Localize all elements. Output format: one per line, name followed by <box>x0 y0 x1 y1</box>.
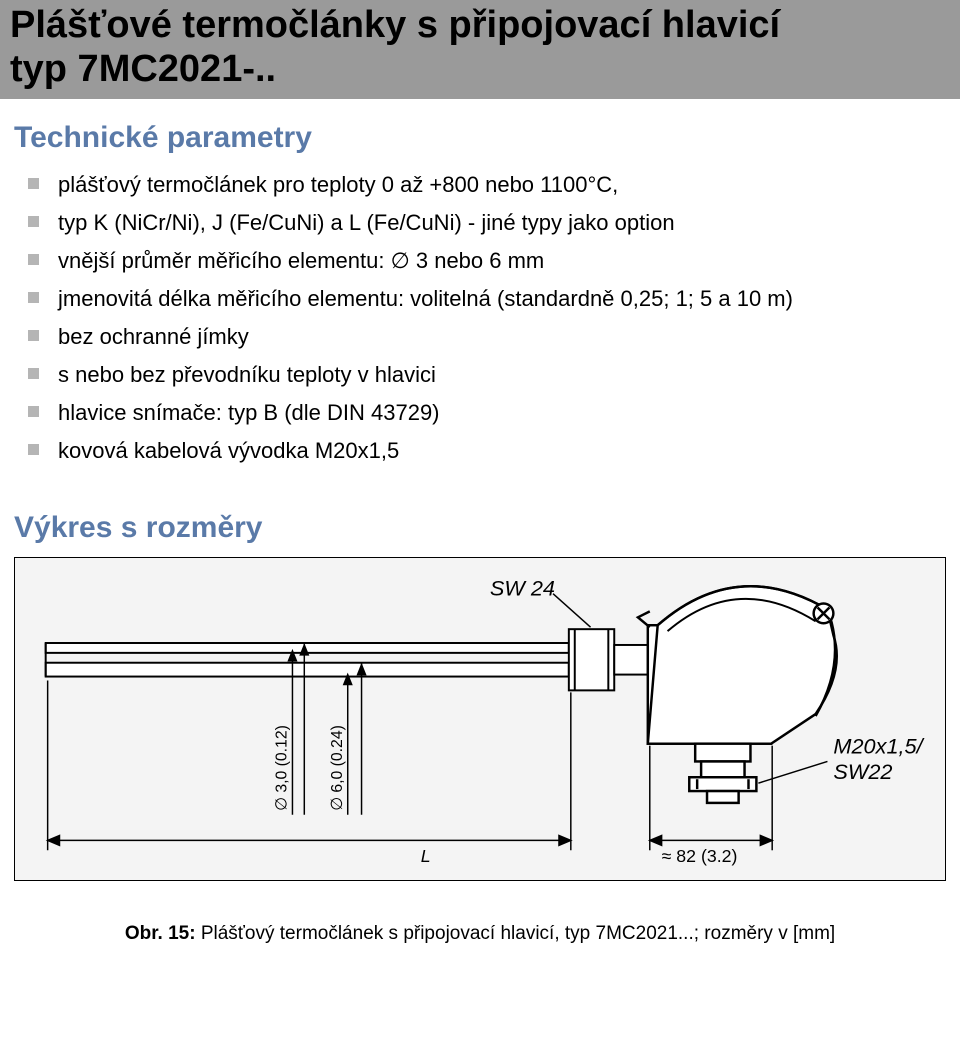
m20-label: M20x1,5/ <box>833 733 924 758</box>
list-item: typ K (NiCr/Ni), J (Fe/CuNi) a L (Fe/CuN… <box>58 207 946 239</box>
page-title: Plášťové termočlánky s připojovací hlavi… <box>10 4 950 91</box>
list-item: plášťový termočlánek pro teploty 0 až +8… <box>58 169 946 201</box>
list-item: jmenovitá délka měřicího elementu: volit… <box>58 283 946 315</box>
content-area: Technické parametry plášťový termočlánek… <box>0 99 960 954</box>
approx82-label: ≈ 82 (3.2) <box>662 846 738 866</box>
list-item: vnější průměr měřicího elementu: ∅ 3 neb… <box>58 245 946 277</box>
L-label: L <box>421 846 431 866</box>
caption-text: Plášťový termočlánek s připojovací hlavi… <box>196 923 836 944</box>
title-line2: typ 7MC2021-.. <box>10 48 276 90</box>
list-item: kovová kabelová vývodka M20x1,5 <box>58 435 946 467</box>
drawing-title: Výkres s rozměry <box>14 511 946 545</box>
drawing-box: SW 24 <box>14 557 946 881</box>
list-item: s nebo bez převodníku teploty v hlavici <box>58 359 946 391</box>
sw22-label: SW22 <box>833 759 892 784</box>
tech-params-list: plášťový termočlánek pro teploty 0 až +8… <box>14 169 946 466</box>
figure-caption: Obr. 15: Plášťový termočlánek s připojov… <box>14 923 946 945</box>
list-item: hlavice snímače: typ B (dle DIN 43729) <box>58 397 946 429</box>
title-line1: Plášťové termočlánky s připojovací hlavi… <box>10 4 780 46</box>
caption-bold: Obr. 15: <box>125 923 196 944</box>
diam6-label: ∅ 6,0 (0.24) <box>329 725 346 811</box>
list-item: bez ochranné jímky <box>58 321 946 353</box>
technical-drawing: SW 24 <box>23 566 937 872</box>
tech-params-title: Technické parametry <box>14 121 946 155</box>
diam3-label: ∅ 3,0 (0.12) <box>274 725 291 811</box>
header-bar: Plášťové termočlánky s připojovací hlavi… <box>0 0 960 99</box>
sw24-label: SW 24 <box>490 575 555 600</box>
